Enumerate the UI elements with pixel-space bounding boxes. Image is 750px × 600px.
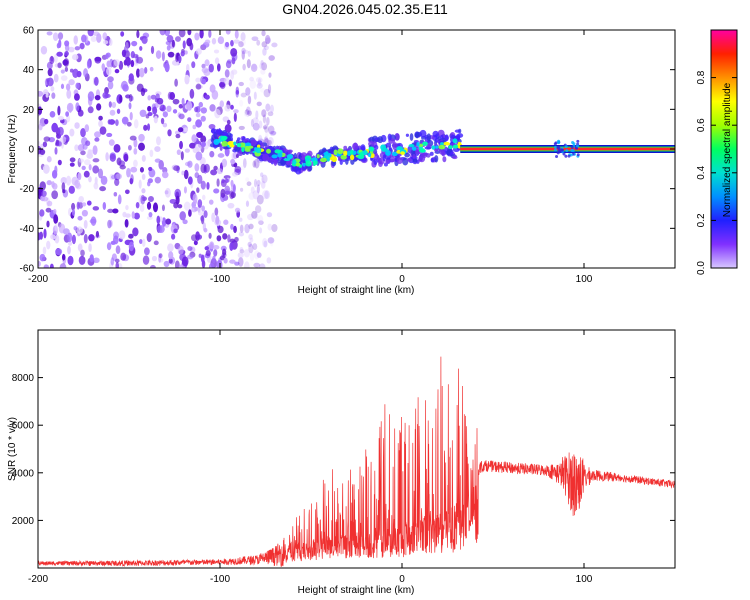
colorbar: 0.0 0.2 0.4 0.6 0.8 Normalized spectral ampl… xyxy=(696,29,738,275)
snr-xlabel: Height of straight line (km) xyxy=(298,585,415,596)
spectrogram-ytick-label: -40 xyxy=(20,224,35,235)
snr-frame xyxy=(37,329,676,569)
snr-xtick-label: -200 xyxy=(28,574,48,585)
colorbar-tick-label: 0.0 xyxy=(696,261,707,275)
colorbar-tick-label: 0.8 xyxy=(696,70,707,84)
snr-xtick-label: 100 xyxy=(576,574,593,585)
spectrogram-xtick-label: -200 xyxy=(28,274,48,285)
spectrogram-xlabel: Height of straight line (km) xyxy=(298,285,415,296)
snr-ytick-label: 8000 xyxy=(12,373,35,384)
spectrogram-ytick-label: -20 xyxy=(20,184,35,195)
spectrogram-ytick-label: 40 xyxy=(23,65,35,76)
snr-series-line xyxy=(38,356,675,567)
spectrogram-xtick-label: -100 xyxy=(210,274,230,285)
snr-ytick-label: 4000 xyxy=(12,468,35,479)
spectrogram-xtick-label: 100 xyxy=(576,274,593,285)
spectrogram-ylabel: Frequency (Hz) xyxy=(7,115,18,184)
spectrogram-ytick-label: 20 xyxy=(23,105,35,116)
colorbar-tick-label: 0.6 xyxy=(696,118,707,132)
spectrogram-ytick-label: -60 xyxy=(20,264,35,275)
colorbar-ticks: 0.0 0.2 0.4 0.6 0.8 xyxy=(696,70,737,275)
colorbar-tick-label: 0.4 xyxy=(696,165,707,179)
snr-ytick-label: 6000 xyxy=(12,421,35,432)
spectrogram-content xyxy=(38,30,675,268)
snr-xtick-label: -100 xyxy=(210,574,230,585)
chart-title: GN04.2026.045.02.35.E11 xyxy=(282,1,448,17)
snr-panel: -200 -100 0 100 2000 4000 6000 8000 Height of s… xyxy=(7,329,676,596)
snr-ylabel: SNR (10 * v/v) xyxy=(7,417,18,481)
spectrogram-ytick-label: 0 xyxy=(28,145,34,156)
colorbar-gradient xyxy=(710,29,738,269)
spectrogram-ytick-label: 60 xyxy=(23,26,35,37)
snr-xtick-label: 0 xyxy=(399,574,405,585)
snr-ytick-label: 2000 xyxy=(12,516,35,527)
colorbar-tick-label: 0.2 xyxy=(696,213,707,227)
snr-ticks: -200 -100 0 100 2000 4000 6000 8000 xyxy=(12,330,675,585)
spectrogram-xtick-label: 0 xyxy=(399,274,405,285)
colorbar-label: Normalized spectral amplitude xyxy=(722,82,733,217)
